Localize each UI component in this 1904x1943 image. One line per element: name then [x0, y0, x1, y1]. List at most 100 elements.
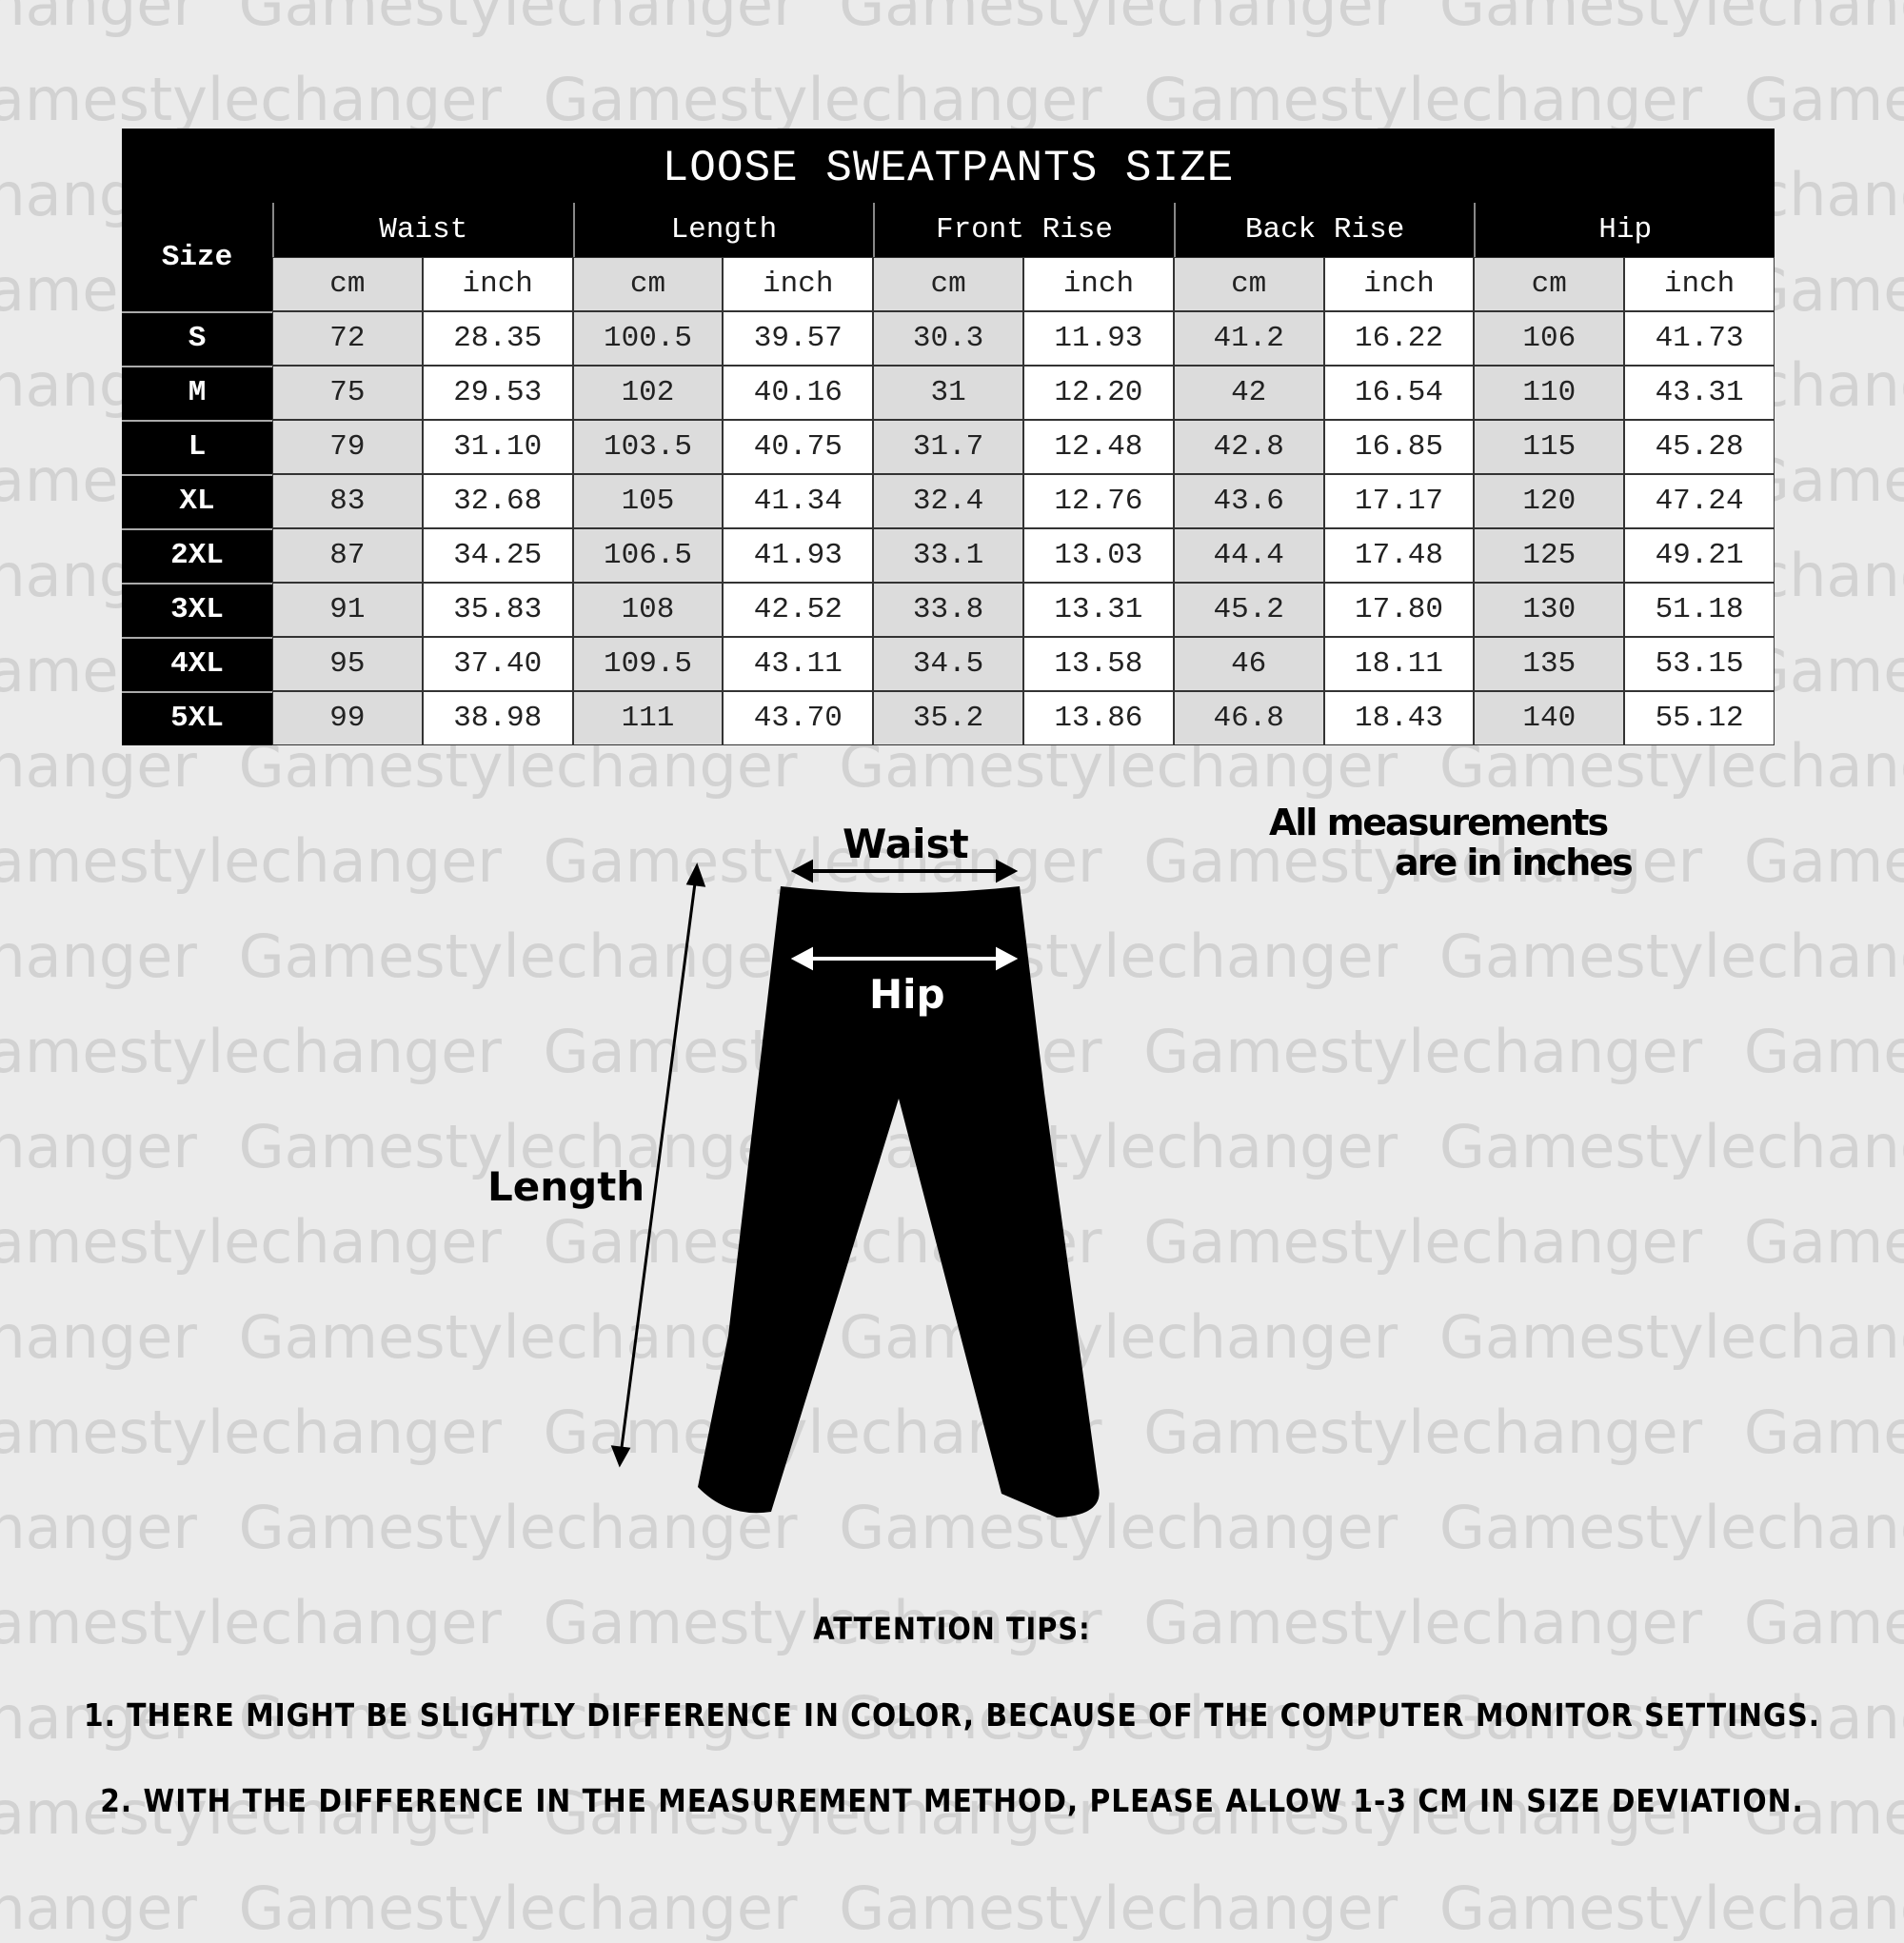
table-cell: 31.10: [422, 420, 573, 474]
table-cell: 31.7: [873, 420, 1023, 474]
table-cell: 17.17: [1323, 474, 1475, 528]
size-label: 4XL: [122, 637, 272, 691]
unit-header: inch: [723, 257, 874, 311]
table-cell: 35.2: [873, 691, 1023, 745]
table-cell: 43.31: [1624, 366, 1775, 420]
table-cell: 18.11: [1323, 637, 1475, 691]
table-cell: 45.28: [1624, 420, 1775, 474]
table-cell: 17.80: [1323, 583, 1475, 637]
size-label: XL: [122, 474, 272, 528]
table-cell: 39.57: [723, 311, 874, 366]
row-divider: [122, 691, 272, 693]
table-cell: 43.6: [1173, 474, 1324, 528]
table-cell: 33.8: [873, 583, 1023, 637]
table-cell: 46.8: [1173, 691, 1324, 745]
tip-item-2: 2. WITH THE DIFFERENCE IN THE MEASUREMEN…: [100, 1782, 1804, 1819]
table-cell: 43.70: [723, 691, 874, 745]
table-cell: 130: [1474, 583, 1625, 637]
table-cell: 30.3: [873, 311, 1023, 366]
unit-header: inch: [1023, 257, 1174, 311]
table-cell: 111: [572, 691, 724, 745]
table-cell: 103.5: [572, 420, 724, 474]
measurement-note-line1: All measurements: [1269, 802, 1609, 843]
row-divider: [122, 637, 272, 639]
table-cell: 16.54: [1323, 366, 1475, 420]
table-cell: 12.20: [1023, 366, 1174, 420]
table-cell: 28.35: [422, 311, 573, 366]
hip-arrow: [790, 946, 1019, 971]
table-cell: 95: [272, 637, 423, 691]
table-cell: 42: [1173, 366, 1324, 420]
table-cell: 55.12: [1624, 691, 1775, 745]
table-cell: 105: [572, 474, 724, 528]
table-cell: 29.53: [422, 366, 573, 420]
table-cell: 125: [1474, 528, 1625, 583]
table-cell: 43.11: [723, 637, 874, 691]
tips-heading: ATTENTION TIPS:: [813, 1611, 1091, 1647]
table-cell: 100.5: [572, 311, 724, 366]
table-cell: 13.86: [1023, 691, 1174, 745]
table-cell: 120: [1474, 474, 1625, 528]
table-cell: 79: [272, 420, 423, 474]
table-cell: 135: [1474, 637, 1625, 691]
table-cell: 16.22: [1323, 311, 1475, 366]
table-cell: 72: [272, 311, 423, 366]
table-cell: 110: [1474, 366, 1625, 420]
row-divider: [122, 366, 272, 367]
table-cell: 18.43: [1323, 691, 1475, 745]
table-cell: 45.2: [1173, 583, 1324, 637]
table-cell: 12.48: [1023, 420, 1174, 474]
table-cell: 41.2: [1173, 311, 1324, 366]
table-cell: 34.5: [873, 637, 1023, 691]
table-cell: 17.48: [1323, 528, 1475, 583]
table-cell: 31: [873, 366, 1023, 420]
waist-arrow: [790, 859, 1019, 883]
table-cell: 38.98: [422, 691, 573, 745]
group-header: Front Rise: [873, 203, 1174, 257]
table-cell: 115: [1474, 420, 1625, 474]
table-cell: 13.03: [1023, 528, 1174, 583]
table-cell: 106.5: [572, 528, 724, 583]
unit-header: cm: [1474, 257, 1625, 311]
row-divider: [122, 583, 272, 585]
table-cell: 42.8: [1173, 420, 1324, 474]
row-divider: [122, 474, 272, 476]
table-cell: 11.93: [1023, 311, 1174, 366]
table-cell: 41.34: [723, 474, 874, 528]
unit-header: cm: [572, 257, 724, 311]
table-cell: 108: [572, 583, 724, 637]
sweatpants-silhouette: [698, 886, 1100, 1517]
tip-item-1: 1. THERE MIGHT BE SLIGHTLY DIFFERENCE IN…: [83, 1696, 1821, 1734]
pants-diagram: [610, 859, 1100, 1517]
table-cell: 44.4: [1173, 528, 1324, 583]
table-cell: 40.16: [723, 366, 874, 420]
length-label: Length: [487, 1163, 645, 1210]
row-divider: [122, 420, 272, 422]
table-cell: 53.15: [1624, 637, 1775, 691]
waist-label: Waist: [843, 821, 969, 867]
size-chart-title: LOOSE SWEATPANTS SIZE: [662, 144, 1235, 193]
table-cell: 91: [272, 583, 423, 637]
table-cell: 83: [272, 474, 423, 528]
table-cell: 140: [1474, 691, 1625, 745]
unit-header: cm: [1173, 257, 1324, 311]
size-label: 2XL: [122, 528, 272, 583]
size-label: M: [122, 366, 272, 420]
size-label: S: [122, 311, 272, 366]
size-label: L: [122, 420, 272, 474]
row-divider: [122, 528, 272, 530]
table-cell: 32.68: [422, 474, 573, 528]
table-cell: 34.25: [422, 528, 573, 583]
table-cell: 41.93: [723, 528, 874, 583]
size-label: 3XL: [122, 583, 272, 637]
table-cell: 102: [572, 366, 724, 420]
table-cell: 13.58: [1023, 637, 1174, 691]
hip-label: Hip: [869, 971, 945, 1018]
table-cell: 42.52: [723, 583, 874, 637]
table-cell: 35.83: [422, 583, 573, 637]
table-cell: 75: [272, 366, 423, 420]
table-cell: 99: [272, 691, 423, 745]
table-cell: 109.5: [572, 637, 724, 691]
unit-header: cm: [272, 257, 423, 311]
table-cell: 49.21: [1624, 528, 1775, 583]
